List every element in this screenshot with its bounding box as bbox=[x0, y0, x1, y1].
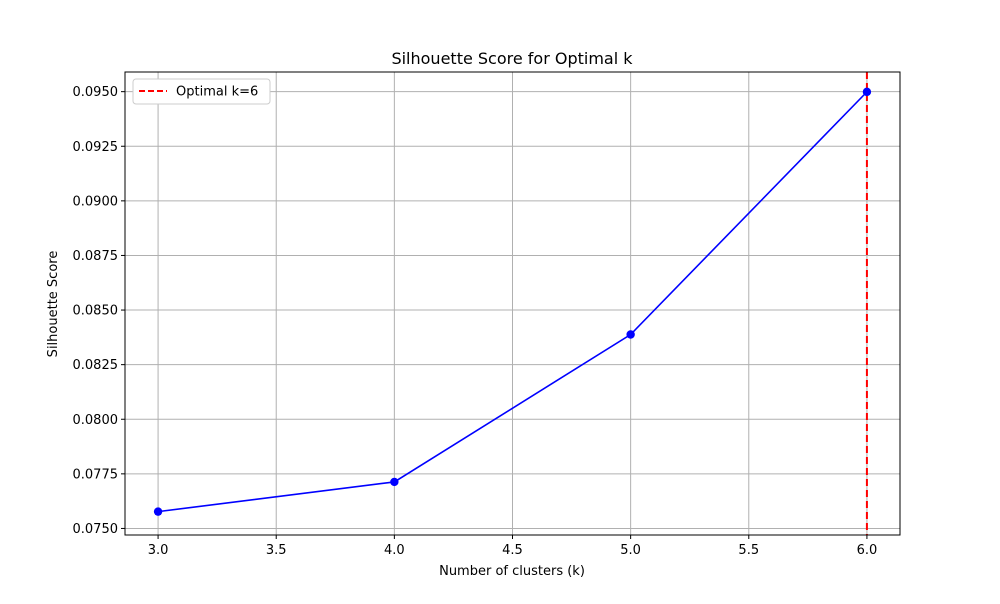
grid bbox=[125, 72, 900, 535]
x-tick-label: 6.0 bbox=[857, 543, 878, 558]
legend: Optimal k=6 bbox=[132, 78, 271, 105]
data-point bbox=[390, 477, 399, 487]
x-tick-label: 4.5 bbox=[502, 543, 523, 558]
series-line bbox=[157, 91, 868, 513]
x-tick-label: 4.0 bbox=[384, 543, 405, 558]
y-tick-label: 0.0775 bbox=[73, 467, 119, 482]
y-tick-label: 0.0750 bbox=[73, 522, 119, 537]
chart-title: Silhouette Score for Optimal k bbox=[391, 49, 633, 68]
y-tick-label: 0.0800 bbox=[73, 413, 119, 428]
legend-label: Optimal k=6 bbox=[176, 85, 258, 100]
x-tick-label: 5.0 bbox=[620, 543, 641, 558]
legend-box bbox=[132, 78, 271, 105]
y-tick-label: 0.0900 bbox=[73, 194, 119, 209]
ticks: 3.0 3.5 4.0 4.5 5.0 5.5 6.0 0.0750 0.0775 0.0800 0… bbox=[73, 85, 878, 558]
y-tick-label: 0.0825 bbox=[73, 358, 119, 373]
y-tick-label: 0.0950 bbox=[73, 85, 119, 100]
x-tick-label: 3.5 bbox=[266, 543, 287, 558]
x-tick-label: 5.5 bbox=[738, 543, 759, 558]
x-tick-label: 3.0 bbox=[148, 543, 169, 558]
data-point bbox=[862, 87, 872, 97]
series-layer bbox=[153, 87, 872, 516]
y-axis-label: Silhouette Score bbox=[46, 251, 61, 358]
data-point bbox=[626, 330, 635, 339]
y-tick-label: 0.0925 bbox=[73, 140, 119, 155]
x-axis-label: Number of clusters (k) bbox=[439, 564, 585, 579]
data-point bbox=[153, 507, 163, 516]
y-tick-label: 0.0850 bbox=[73, 304, 119, 319]
y-tick-label: 0.0875 bbox=[73, 249, 119, 264]
